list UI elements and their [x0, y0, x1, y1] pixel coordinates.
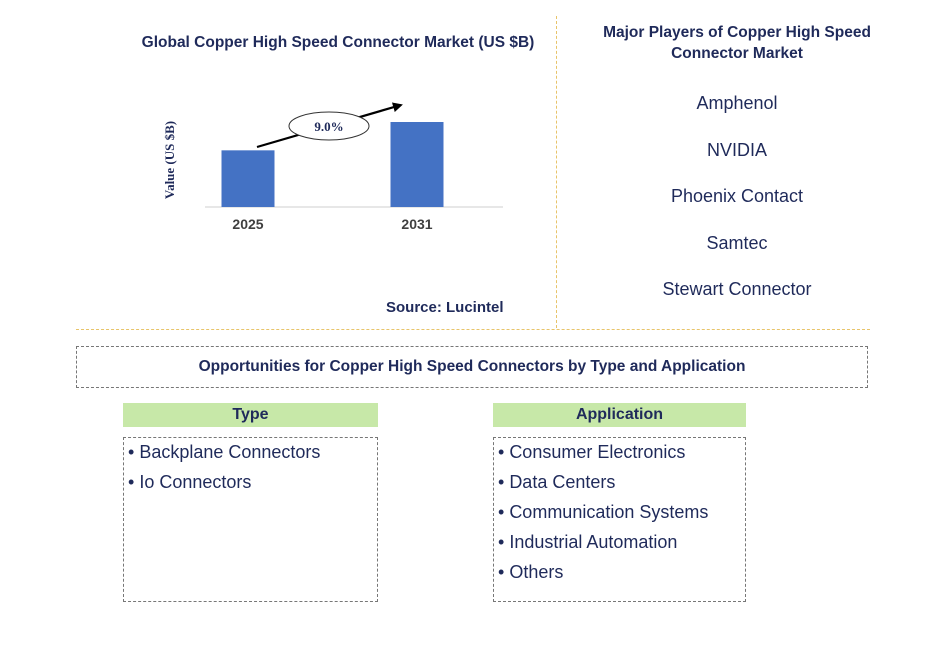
vertical-divider [556, 16, 557, 328]
source-note: Source: Lucintel [386, 299, 504, 316]
player-stewart-connector: Stewart Connector [662, 279, 812, 299]
application-item-communication-systems: Communication Systems [498, 502, 745, 532]
chart-title: Global Copper High Speed Connector Marke… [141, 34, 535, 51]
type-item-backplane-connectors: Backplane Connectors [128, 442, 377, 472]
players-title: Major Players of Copper High Speed Conne… [603, 24, 871, 62]
application-item-data-centers: Data Centers [498, 472, 745, 502]
player-phoenix-contact: Phoenix Contact [670, 186, 804, 206]
growth-rate-label: 9.0% [314, 119, 343, 134]
type-header: Type [123, 403, 378, 427]
application-item-consumer-electronics: Consumer Electronics [498, 442, 745, 472]
application-item-others: Others [498, 562, 745, 592]
player-samtec: Samtec [706, 232, 768, 253]
x-tick-label-2031: 2031 [401, 216, 432, 232]
bar-2031 [390, 122, 444, 207]
growth-rate-ellipse [288, 111, 370, 141]
horizontal-divider [76, 329, 870, 330]
opportunities-title: Opportunities for Copper High Speed Conn… [76, 346, 868, 388]
player-amphenol: Amphenol [696, 93, 778, 113]
application-item-industrial-automation: Industrial Automation [498, 532, 745, 562]
players-list: Amphenol NVIDIA Phoenix Contact Samtec S… [600, 93, 874, 326]
y-axis-label: Value (US $B) [162, 121, 177, 199]
application-header: Application [493, 403, 746, 427]
x-tick-label-2025: 2025 [232, 216, 263, 232]
bar-2025 [221, 150, 275, 207]
type-list: Backplane Connectors Io Connectors [123, 437, 378, 602]
application-list: Consumer Electronics Data Centers Commun… [493, 437, 746, 602]
player-nvidia: NVIDIA [706, 139, 767, 160]
type-item-io-connectors: Io Connectors [128, 472, 377, 502]
